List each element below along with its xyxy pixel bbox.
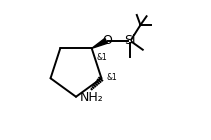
Text: NH₂: NH₂ [80, 91, 103, 104]
Text: &1: &1 [97, 53, 108, 62]
Text: O: O [102, 34, 112, 47]
Text: &1: &1 [107, 73, 117, 82]
Text: Si: Si [124, 34, 136, 47]
Polygon shape [92, 38, 107, 48]
